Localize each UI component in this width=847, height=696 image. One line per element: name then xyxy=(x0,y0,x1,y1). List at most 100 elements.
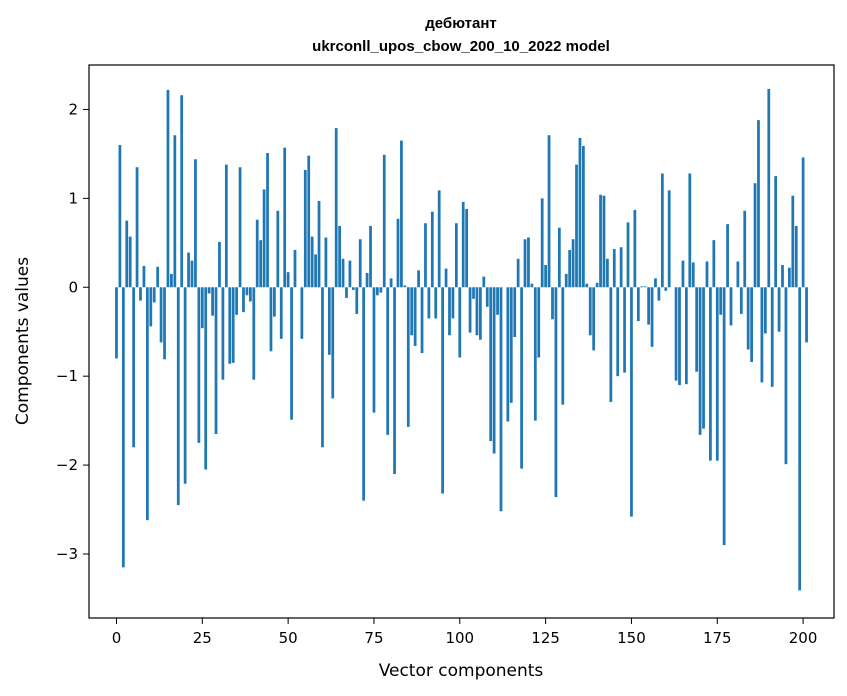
bar-5 xyxy=(132,287,136,448)
bar-117 xyxy=(516,258,520,288)
bar-163 xyxy=(674,287,678,381)
bar-80 xyxy=(389,278,393,288)
bar-130 xyxy=(561,287,565,405)
bar-173 xyxy=(709,287,712,461)
bar-134 xyxy=(575,164,578,288)
bar-10 xyxy=(149,287,153,327)
bar-7 xyxy=(139,287,142,301)
bar-197 xyxy=(791,195,795,288)
bar-93 xyxy=(434,287,438,319)
bar-96 xyxy=(444,268,448,288)
bar-183 xyxy=(743,210,747,288)
bar-73 xyxy=(365,273,369,288)
bar-157 xyxy=(654,278,657,288)
bar-26 xyxy=(204,287,208,470)
bar-47 xyxy=(276,210,280,288)
bar-148 xyxy=(623,287,626,373)
bar-27 xyxy=(207,287,211,294)
bar-77 xyxy=(379,287,383,293)
bar-185 xyxy=(750,287,753,362)
bar-12 xyxy=(156,266,160,288)
bar-16 xyxy=(170,273,173,288)
bar-105 xyxy=(475,287,479,336)
chart-title-line1: дебютант xyxy=(425,15,496,32)
bar-104 xyxy=(472,287,475,299)
bar-23 xyxy=(194,159,197,288)
bar-20 xyxy=(183,287,187,484)
bar-107 xyxy=(482,276,486,288)
bar-4 xyxy=(128,236,132,288)
bar-179 xyxy=(729,287,733,326)
bar-138 xyxy=(588,287,592,336)
bar-145 xyxy=(612,249,616,288)
bar-161 xyxy=(667,190,671,288)
bar-143 xyxy=(606,258,609,288)
bar-72 xyxy=(362,287,366,501)
y-tick-label: −1 xyxy=(56,367,78,385)
bar-149 xyxy=(626,222,630,288)
bar-164 xyxy=(678,287,681,386)
bar-19 xyxy=(180,95,184,288)
bar-142 xyxy=(602,195,606,288)
y-tick-label: 2 xyxy=(68,100,78,118)
bar-200 xyxy=(801,157,805,288)
bar-35 xyxy=(235,287,238,315)
bar-110 xyxy=(492,287,496,454)
bar-176 xyxy=(719,287,723,315)
bar-102 xyxy=(465,209,469,288)
bar-76 xyxy=(376,287,379,296)
bar-118 xyxy=(520,287,523,469)
bar-14 xyxy=(163,287,166,360)
bar-24 xyxy=(197,287,201,443)
x-tick-label: 25 xyxy=(193,629,212,647)
bar-30 xyxy=(218,241,221,288)
bar-167 xyxy=(688,173,692,288)
bar-86 xyxy=(410,287,414,336)
bar-3 xyxy=(125,220,129,288)
bar-101 xyxy=(461,201,465,288)
bar-146 xyxy=(616,287,620,377)
bar-189 xyxy=(763,287,767,334)
bar-109 xyxy=(489,287,493,442)
bar-194 xyxy=(781,265,784,288)
bar-92 xyxy=(430,211,434,288)
x-tick-label: 150 xyxy=(617,629,646,647)
bar-186 xyxy=(753,183,757,288)
y-tick-label: −3 xyxy=(56,545,78,563)
bar-195 xyxy=(784,287,788,465)
bar-182 xyxy=(739,287,743,314)
bar-83 xyxy=(400,140,403,288)
x-tick-label: 100 xyxy=(445,629,474,647)
bar-49 xyxy=(283,147,287,288)
x-tick-label: 50 xyxy=(279,629,298,647)
y-tick-label: 0 xyxy=(68,278,78,296)
bar-45 xyxy=(269,287,273,352)
bar-88 xyxy=(417,270,420,288)
bar-178 xyxy=(726,224,729,288)
x-axis-ticks: 0 25 50 75 100 125 150 175 200 xyxy=(112,618,817,647)
y-tick-label: −2 xyxy=(56,456,78,474)
bar-39 xyxy=(248,287,252,302)
x-tick-label: 125 xyxy=(531,629,560,647)
bar-55 xyxy=(303,169,307,288)
bar-58 xyxy=(314,254,317,288)
bar-22 xyxy=(190,260,194,288)
bar-70 xyxy=(355,287,359,314)
bar-90 xyxy=(424,223,427,288)
bar-122 xyxy=(533,287,537,421)
bar-174 xyxy=(712,240,716,288)
bar-188 xyxy=(760,287,764,383)
bar-91 xyxy=(427,287,431,319)
bar-111 xyxy=(496,287,499,315)
bar-141 xyxy=(599,194,602,288)
bar-115 xyxy=(509,287,513,403)
bar-135 xyxy=(578,137,582,288)
bar-133 xyxy=(571,239,575,288)
bar-1 xyxy=(118,145,122,288)
bar-106 xyxy=(479,287,482,340)
bar-152 xyxy=(636,287,640,322)
bar-177 xyxy=(722,287,726,546)
y-tick-label: 1 xyxy=(68,189,78,207)
bar-198 xyxy=(794,225,798,288)
bar-52 xyxy=(293,249,297,288)
